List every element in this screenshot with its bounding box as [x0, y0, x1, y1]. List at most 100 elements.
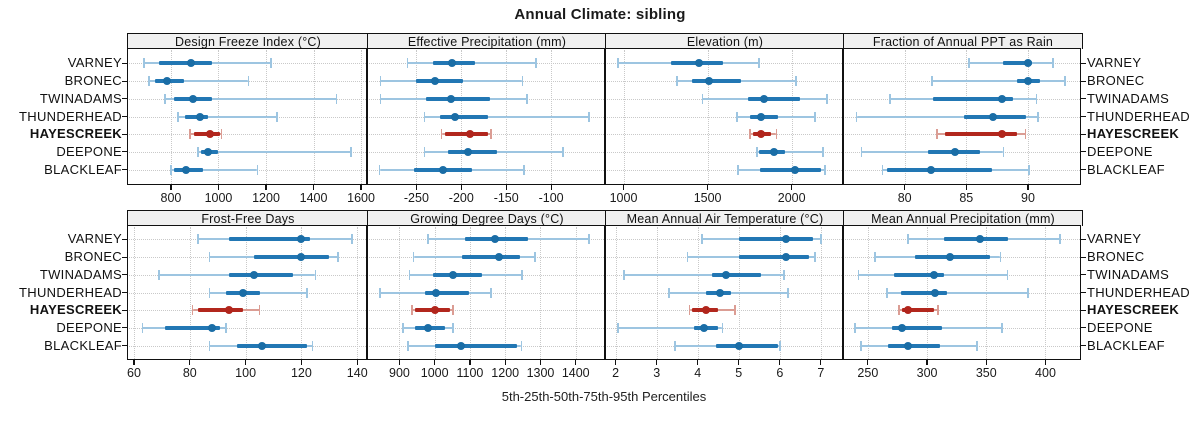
axis-tick: [398, 360, 401, 365]
axis-tick-label: 1400: [561, 366, 590, 380]
axis-tick: [1027, 185, 1029, 190]
axis-tick: [1044, 360, 1047, 365]
site-label-thunderhead: THUNDERHEAD: [19, 284, 122, 300]
panel-strip-title: Frost-Free Days: [201, 211, 295, 226]
axis-tick: [539, 360, 542, 365]
axis-tick: [904, 185, 906, 190]
axis-tick-label: 2: [612, 366, 620, 380]
axis-tick: [656, 360, 658, 365]
site-label-varney: VARNEY: [67, 231, 122, 247]
axis-tick-label: 900: [389, 366, 410, 380]
axis-tick-label: 100: [235, 366, 257, 380]
axis-tick-label: 1500: [693, 191, 722, 205]
site-label-twinadams: TWINADAMS: [1087, 90, 1170, 106]
axis-tick-label: -100: [538, 191, 564, 205]
axis-tick: [469, 360, 471, 365]
panel-strip: Elevation (m): [605, 33, 845, 49]
axis-tick-label: 60: [127, 366, 141, 380]
row-tick: [1081, 133, 1086, 135]
axis-tick-label: 80: [897, 191, 912, 205]
panel-strip-title: Effective Precipitation (mm): [407, 34, 567, 49]
axis-tick-label: 1400: [299, 191, 328, 205]
axis-tick: [615, 360, 617, 365]
axis-tick-label: 300: [916, 366, 938, 380]
panel-plot-area: [605, 225, 843, 360]
axis-tick: [133, 360, 135, 365]
row-tick: [1081, 256, 1086, 258]
axis-tick-label: 85: [959, 191, 974, 205]
axis-tick: [217, 185, 220, 190]
panel-plot-area: [843, 225, 1081, 360]
axis-tick-label: 7: [817, 366, 825, 380]
axis-tick-label: 3: [653, 366, 661, 380]
row-tick: [1081, 62, 1086, 64]
panel-strip: Effective Precipitation (mm): [367, 33, 607, 49]
axis-tick: [356, 360, 358, 365]
row-tick: [1081, 80, 1086, 82]
panel-strip-title: Design Freeze Index (°C): [175, 34, 321, 49]
axis-tick: [415, 185, 417, 190]
site-label-thunderhead: THUNDERHEAD: [1087, 284, 1190, 300]
site-label-hayescreek: HAYESCREEK: [1087, 126, 1180, 142]
site-label-deepone: DEEPONE: [56, 319, 122, 335]
axis-tick: [820, 360, 822, 365]
axis-caption: 5th-25th-50th-75th-95th Percentiles: [501, 389, 707, 404]
site-label-bronec: BRONEC: [64, 73, 122, 89]
axis-tick-label: -150: [493, 191, 519, 205]
axis-tick: [622, 185, 625, 190]
panel-strip-title: Elevation (m): [686, 34, 764, 49]
site-label-deepone: DEEPONE: [1087, 319, 1153, 335]
panel-strip-title: Mean Annual Precipitation (mm): [871, 211, 1055, 226]
site-label-deepone: DEEPONE: [56, 143, 122, 159]
site-label-bronec: BRONEC: [64, 249, 122, 265]
axis-tick: [460, 185, 462, 190]
axis-tick: [707, 185, 709, 190]
axis-tick-label: 140: [346, 366, 368, 380]
panel-plot-area: [367, 225, 605, 360]
row-tick: [1081, 274, 1086, 276]
axis-tick-label: 1000: [420, 366, 449, 380]
row-tick: [1081, 291, 1086, 294]
chart-title: Annual Climate: sibling: [514, 6, 686, 23]
panel-plot-area: [127, 48, 367, 185]
site-label-varney: VARNEY: [1087, 55, 1142, 71]
site-label-blackleaf: BLACKLEAF: [1087, 337, 1165, 353]
panel-strip-title: Fraction of Annual PPT as Rain: [872, 34, 1054, 49]
axis-tick: [791, 185, 793, 190]
axis-tick-label: 90: [1021, 191, 1035, 205]
axis-tick-label: 2000: [777, 191, 806, 205]
axis-tick: [505, 185, 507, 190]
panel-strip: Frost-Free Days: [127, 210, 369, 226]
row-tick: [1081, 345, 1086, 347]
axis-tick-label: 1000: [609, 191, 638, 205]
axis-tick: [985, 360, 987, 365]
site-label-twinadams: TWINADAMS: [1087, 266, 1170, 282]
axis-tick: [867, 360, 869, 365]
site-label-thunderhead: THUNDERHEAD: [1087, 108, 1190, 124]
axis-tick-label: 250: [857, 366, 879, 380]
site-label-varney: VARNEY: [1087, 231, 1142, 247]
site-label-hayescreek: HAYESCREEK: [29, 302, 122, 318]
axis-tick-label: 120: [290, 366, 312, 380]
axis-tick: [245, 360, 247, 365]
panel-strip: Fraction of Annual PPT as Rain: [843, 33, 1083, 49]
axis-tick-label: 1200: [252, 191, 280, 205]
site-label-blackleaf: BLACKLEAF: [44, 161, 122, 177]
axis-tick: [965, 185, 967, 190]
axis-tick: [312, 185, 315, 190]
site-label-blackleaf: BLACKLEAF: [1087, 161, 1165, 177]
panel-strip: Mean Annual Air Temperature (°C): [605, 210, 845, 226]
row-tick: [1081, 238, 1086, 240]
row-tick: [1081, 327, 1086, 329]
axis-tick-label: -250: [403, 191, 429, 205]
panel-strip: Design Freeze Index (°C): [127, 33, 369, 49]
site-label-twinadams: TWINADAMS: [39, 266, 122, 282]
panel-plot-area: [127, 225, 367, 360]
axis-tick: [300, 360, 302, 365]
axis-tick: [575, 360, 577, 365]
site-label-hayescreek: HAYESCREEK: [29, 126, 122, 142]
axis-tick: [265, 185, 267, 190]
axis-tick: [189, 360, 191, 365]
axis-tick-label: -200: [448, 191, 474, 205]
